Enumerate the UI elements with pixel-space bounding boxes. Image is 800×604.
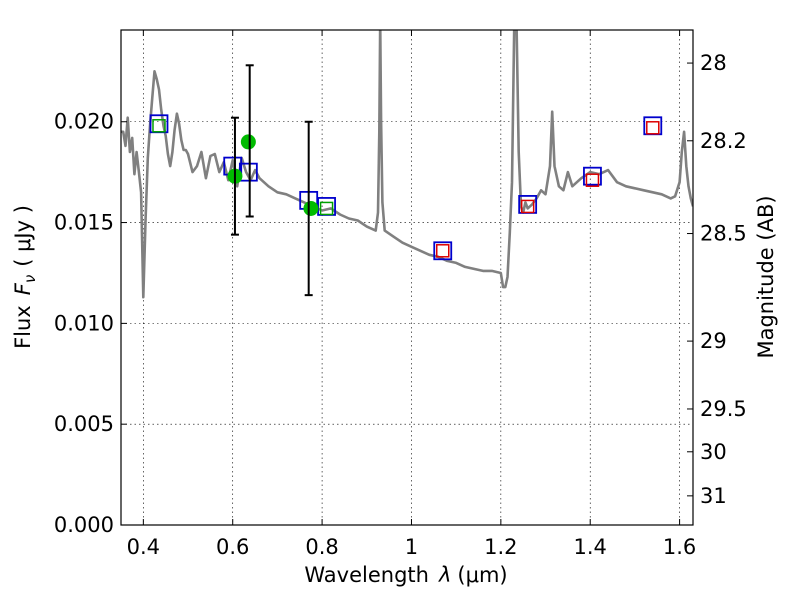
model-square-marker [436,244,450,258]
observed-square-marker [583,166,602,186]
x-axis-label: Wavelength λ (μm) [304,563,507,587]
y-tick-label: 0.010 [54,311,114,335]
observed-square-marker [433,241,453,261]
photometry-point [303,200,319,216]
y-axis-label-symbol: F [11,282,35,295]
model-square-marker [520,199,535,214]
model-square-marker [646,121,660,135]
x-tick-label: 1 [405,535,418,559]
y2-tick-label: 30 [700,440,727,464]
series-layer [121,30,693,299]
y2-tick-label: 28 [700,51,727,75]
y2-tick-label: 28.5 [700,222,747,246]
x-tick-label: 0.6 [216,535,249,559]
y2-tick-label: 29.5 [700,397,747,421]
y-axis-label-unit: ( μJy ) [11,205,35,267]
y2-tick-label: 29 [700,329,727,353]
y-tick-label: 0.005 [54,412,114,436]
x-axis-label-symbol: λ [438,563,451,587]
y-axis-label: Flux Fν ( μJy ) [11,205,39,349]
y2-axis-label: Magnitude (AB) [754,195,778,358]
x-tick-label: 0.4 [127,535,160,559]
model-square-marker [152,119,166,133]
x-axis-label-unit: (μm) [457,563,507,587]
y-axis-label-subscript: ν [21,275,39,283]
y-tick-label: 0.015 [54,211,114,235]
y-tick-label: 0.020 [54,110,114,134]
x-tick-label: 1.2 [484,535,517,559]
y2-tick-label: 28.2 [700,129,747,153]
y-tick-label: 0.000 [54,513,114,537]
model-square-marker [319,201,334,216]
model-spectrum-line [121,30,693,299]
x-axis-label-text: Wavelength [304,563,429,587]
x-tick-label: 0.8 [305,535,338,559]
y2-tick-label: 31 [700,484,727,508]
model-square-marker [585,173,600,187]
photometry-point [240,134,256,150]
x-tick-label: 1.4 [574,535,607,559]
ticks: 0.4 0.6 0.8 1 1.2 1.4 1.6 0.000 0.005 0.010 0.015 0… [54,30,747,559]
x-tick-label: 1.6 [663,535,696,559]
plot-background [121,30,693,525]
plot-frame [120,29,694,526]
y-axis-label-text: Flux [11,305,35,349]
